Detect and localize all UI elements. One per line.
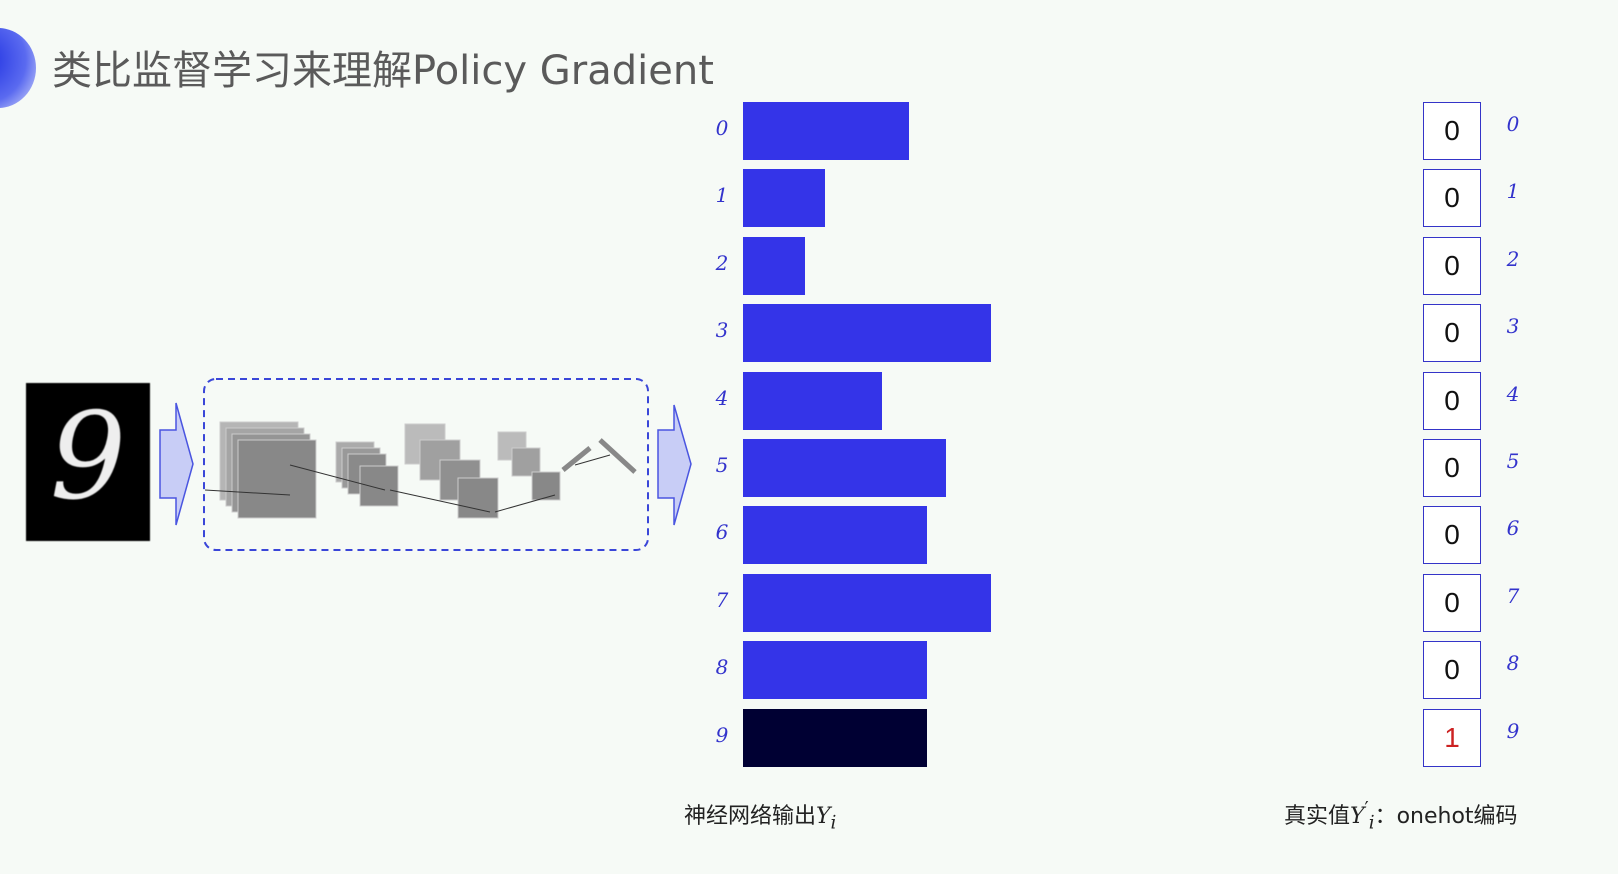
bar-5 — [743, 439, 947, 497]
one-hot-label: 6 — [1506, 516, 1520, 541]
caption-symbol: Y — [1350, 804, 1365, 829]
bar-label: 3 — [715, 318, 729, 343]
one-hot-label: 3 — [1506, 314, 1520, 339]
bar-7 — [743, 573, 991, 632]
one-hot-cell: 0 — [1423, 236, 1481, 295]
bar-6 — [743, 506, 927, 565]
caption-subscript: i — [1368, 812, 1375, 834]
caption-suffix: ：onehot编码 — [1374, 804, 1518, 829]
bar-label: 5 — [715, 453, 729, 477]
one-hot-label: 5 — [1506, 449, 1520, 473]
one-hot-cell: 0 — [1423, 641, 1481, 700]
one-hot-cell: 0 — [1423, 304, 1481, 363]
one-hot-cell: 0 — [1423, 506, 1481, 565]
slide-title: 类比监督学习来理解Policy Gradient — [52, 48, 714, 94]
bar-label: 9 — [715, 722, 729, 747]
one-hot-cell: 0 — [1423, 102, 1481, 160]
one-hot-cell: 0 — [1423, 439, 1481, 497]
caption-text: 神经网络输出 — [684, 804, 817, 829]
bar-3 — [743, 304, 991, 363]
bar-label: 7 — [715, 587, 729, 612]
one-hot-cell: 0 — [1423, 371, 1481, 430]
one-hot-cell: 0 — [1423, 169, 1481, 228]
bar-2 — [743, 236, 805, 295]
caption-symbol: Y — [816, 804, 831, 829]
one-hot-label: 0 — [1506, 112, 1520, 136]
caption-subscript: i — [830, 812, 837, 834]
bar-label: 1 — [715, 183, 729, 208]
network-output-caption: 神经网络输出Yi — [684, 798, 836, 833]
caption-prime: ′ — [1364, 798, 1369, 820]
bar-label: 0 — [715, 116, 729, 140]
bar-label: 8 — [715, 655, 729, 680]
bar-label: 4 — [715, 385, 729, 410]
bar-8 — [743, 641, 927, 700]
bar-1 — [743, 169, 825, 228]
network-dashed-box — [203, 378, 649, 551]
one-hot-label: 1 — [1506, 179, 1520, 204]
one-hot-caption: 真实值Y′i：onehot编码 — [1284, 798, 1518, 834]
mnist-digit-image: 9 — [26, 383, 150, 541]
one-hot-cell: 0 — [1423, 573, 1481, 632]
one-hot-cell: 1 — [1423, 708, 1481, 767]
one-hot-label: 8 — [1506, 651, 1520, 676]
caption-text: 真实值 — [1284, 804, 1351, 829]
bar-label: 2 — [715, 250, 729, 275]
bar-0 — [743, 102, 910, 160]
arrow-icon — [657, 404, 692, 526]
bar-9 — [743, 708, 927, 767]
bar-label: 6 — [715, 520, 729, 545]
cnn-layers-icon — [204, 421, 637, 519]
one-hot-label: 4 — [1506, 381, 1520, 406]
bar-4 — [743, 371, 882, 430]
one-hot-label: 9 — [1506, 718, 1520, 743]
one-hot-label: 2 — [1506, 246, 1520, 271]
one-hot-label: 7 — [1506, 583, 1520, 608]
arrow-icon — [159, 402, 194, 526]
